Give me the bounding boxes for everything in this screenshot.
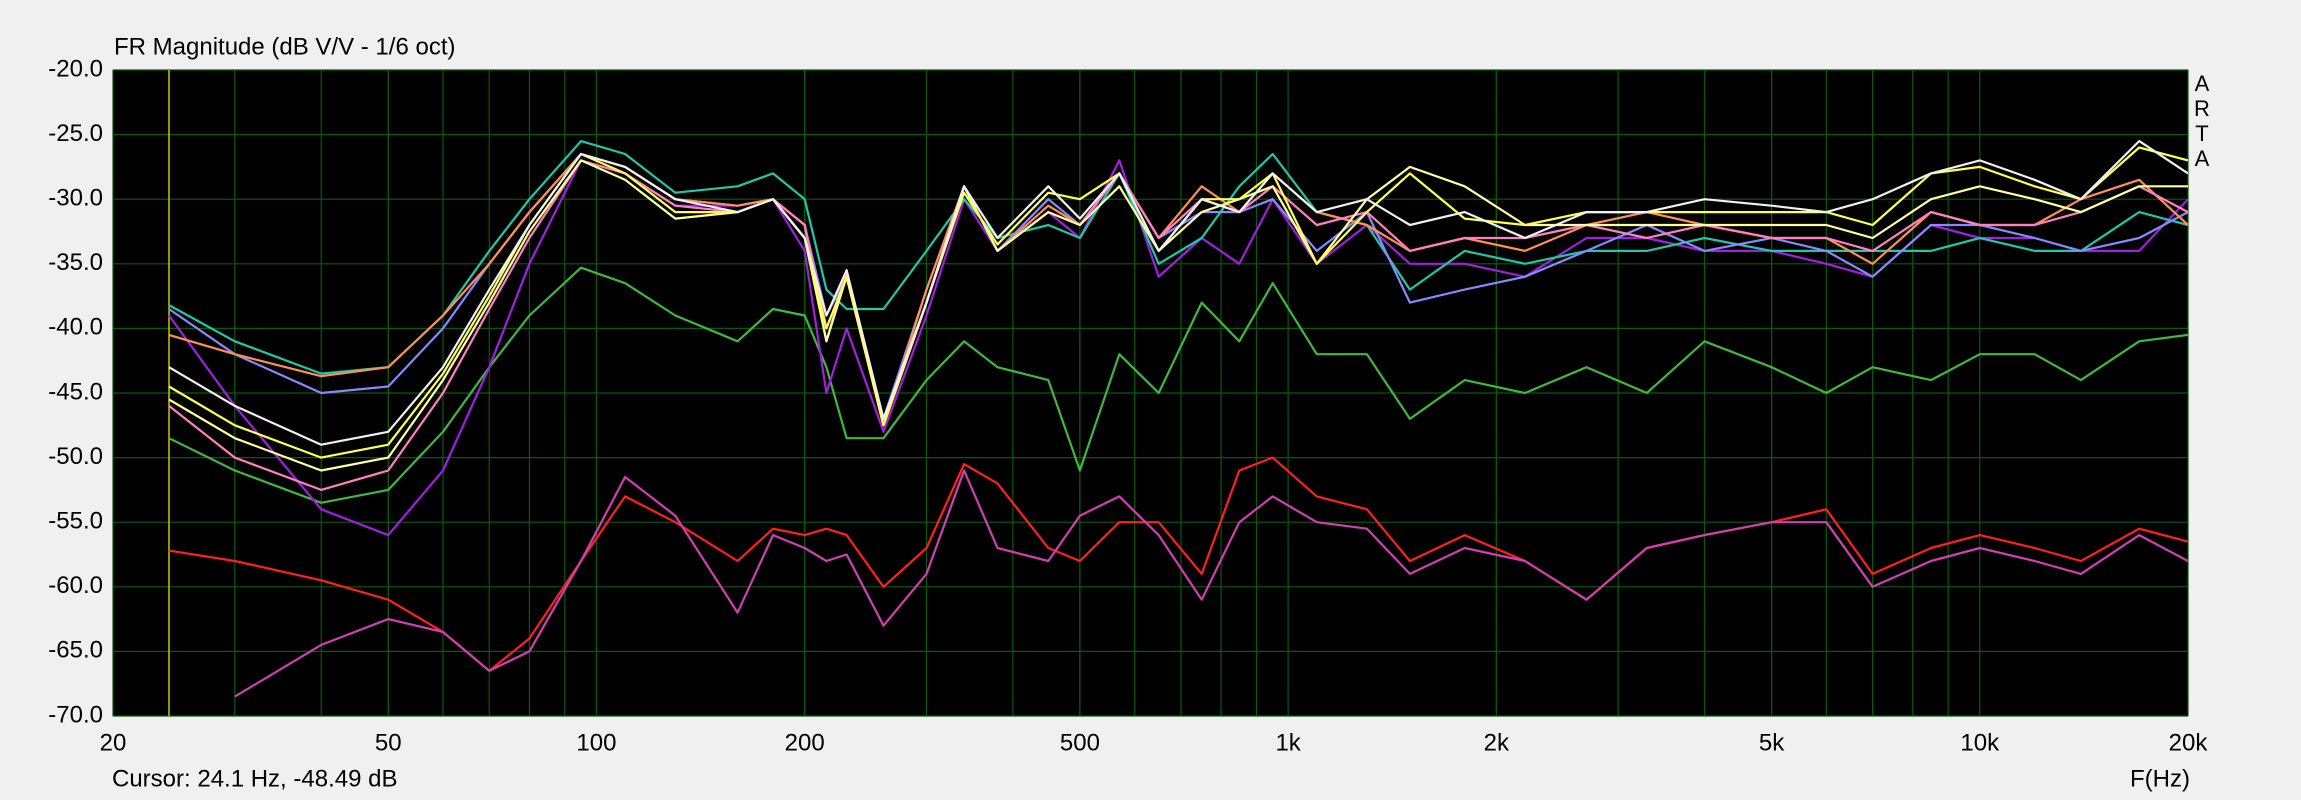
cursor-readout: Cursor: 24.1 Hz, -48.49 dB bbox=[112, 765, 397, 792]
x-tick-label: 50 bbox=[375, 729, 402, 756]
y-tick-label: -65.0 bbox=[48, 637, 103, 664]
x-tick-label: 5k bbox=[1759, 729, 1785, 756]
x-tick-label: 1k bbox=[1275, 729, 1301, 756]
x-tick-label: 100 bbox=[576, 729, 616, 756]
x-tick-label: 2k bbox=[1484, 729, 1510, 756]
chart-title: FR Magnitude (dB V/V - 1/6 oct) bbox=[114, 33, 455, 60]
x-tick-label: 20k bbox=[2169, 729, 2209, 756]
series-line bbox=[168, 159, 2188, 472]
side-label: R bbox=[2194, 96, 2210, 121]
x-tick-label: 10k bbox=[1960, 729, 2000, 756]
x-axis-label: F(Hz) bbox=[2130, 765, 2190, 792]
y-tick-label: -25.0 bbox=[48, 120, 103, 147]
side-label: A bbox=[2195, 146, 2210, 171]
side-label: A bbox=[2195, 71, 2210, 96]
y-tick-label: -40.0 bbox=[48, 314, 103, 341]
x-tick-label: 200 bbox=[785, 729, 825, 756]
y-tick-label: -70.0 bbox=[48, 701, 103, 728]
x-tick-label: 500 bbox=[1060, 729, 1100, 756]
y-tick-label: -50.0 bbox=[48, 443, 103, 470]
y-tick-label: -35.0 bbox=[48, 249, 103, 276]
y-tick-label: -30.0 bbox=[48, 185, 103, 212]
y-tick-label: -55.0 bbox=[48, 508, 103, 535]
side-label: T bbox=[2195, 121, 2208, 146]
series-line bbox=[168, 266, 2188, 504]
series-line bbox=[234, 469, 2188, 698]
y-tick-label: -45.0 bbox=[48, 378, 103, 405]
x-tick-label: 20 bbox=[100, 729, 127, 756]
y-tick-label: -20.0 bbox=[48, 55, 103, 82]
y-tick-label: -60.0 bbox=[48, 572, 103, 599]
series-line bbox=[168, 140, 2188, 446]
